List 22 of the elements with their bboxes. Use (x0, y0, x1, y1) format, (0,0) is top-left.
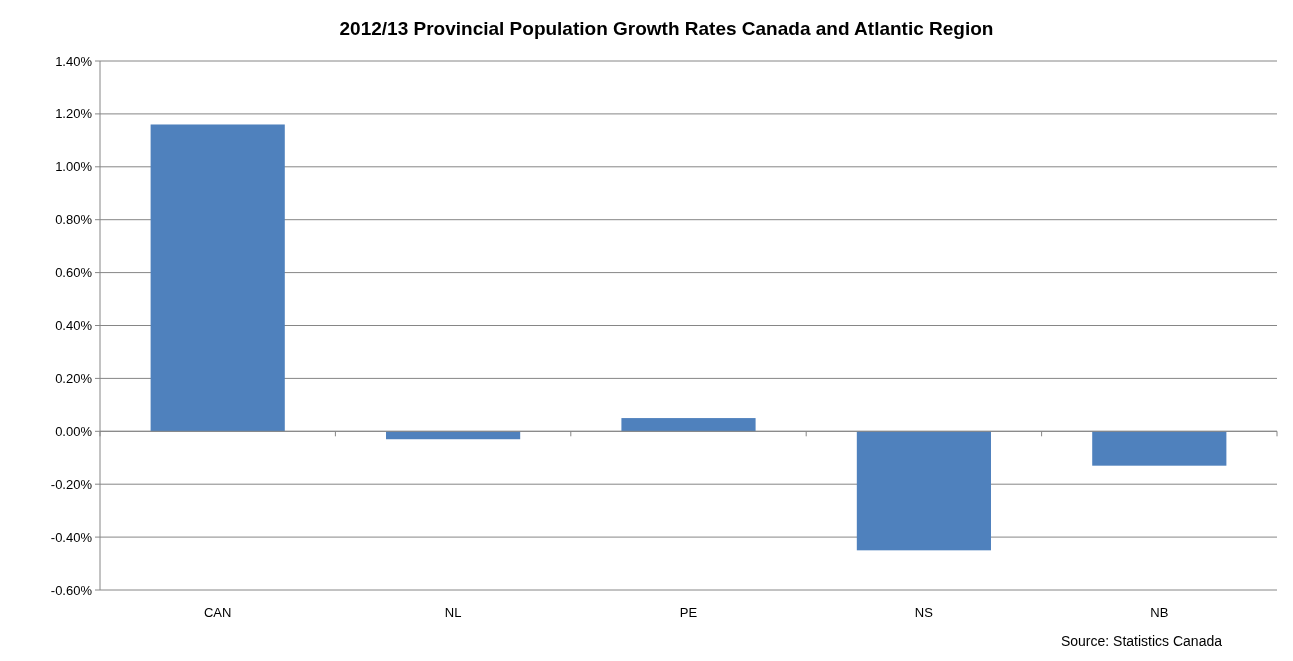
y-tick-label: 0.40% (55, 318, 93, 334)
y-tick-label: -0.40% (50, 529, 93, 545)
y-tick-label: 0.20% (55, 370, 93, 386)
source-note: Source: Statistics Canada (1060, 633, 1223, 649)
y-tick-label: 0.00% (55, 423, 93, 439)
y-tick-label: 0.60% (55, 265, 93, 281)
bar (856, 431, 991, 551)
y-tick-label: 1.40% (55, 53, 93, 69)
y-tick-label: -0.60% (50, 582, 93, 598)
x-tick-label: NL (444, 605, 462, 620)
y-tick-label: -0.20% (50, 476, 93, 492)
x-tick-label: NS (914, 605, 934, 620)
y-tick-label: 1.20% (55, 106, 93, 122)
bar (1092, 431, 1227, 466)
bar (150, 124, 285, 432)
y-tick-label: 1.00% (55, 159, 93, 175)
bar (621, 418, 756, 432)
x-tick-label: CAN (203, 605, 232, 620)
y-tick-label: 0.80% (55, 212, 93, 228)
chart-title: 2012/13 Provincial Population Growth Rates Canada and Atlantic Region (339, 18, 994, 39)
x-tick-label: PE (679, 605, 698, 620)
x-tick-label: NB (1150, 605, 1169, 620)
